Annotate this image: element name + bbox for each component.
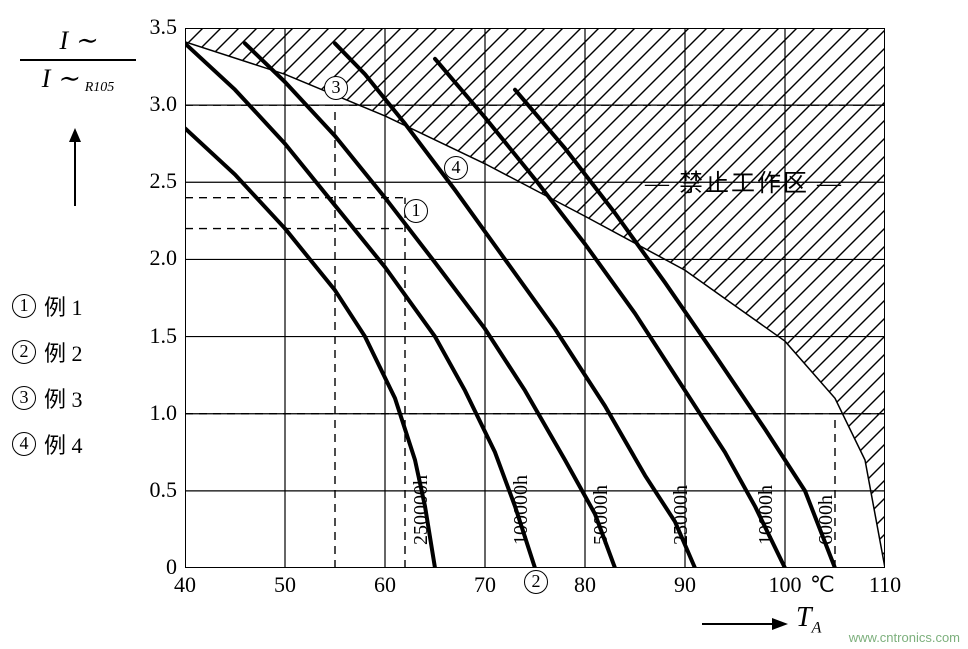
y-axis-label: I ∼ I ∼ R105: [18, 26, 138, 96]
x-axis-label: TA: [796, 602, 821, 638]
y-tick-label: 0.5: [135, 477, 177, 503]
y-denom-sub: R105: [85, 80, 115, 95]
x-axis-arrow: [700, 614, 790, 634]
x-tick-label: 100: [765, 572, 805, 598]
curve-label: 50000h: [590, 485, 613, 545]
legend-item: 4例 4: [12, 428, 83, 460]
legend-item: 1例 1: [12, 290, 83, 322]
curve-label: 10000h: [755, 485, 778, 545]
annotation-4: 4: [444, 156, 468, 180]
x-axis-label-sub: A: [812, 620, 822, 637]
y-tick-label: 2.0: [135, 245, 177, 271]
watermark: www.cntronics.com: [849, 630, 960, 645]
x-axis-label-text: T: [796, 602, 812, 633]
plot-area: [185, 28, 885, 568]
x-tick-label: 80: [565, 572, 605, 598]
y-numerator: I ∼: [60, 26, 97, 55]
x-tick-label: 90: [665, 572, 705, 598]
x-tick-label: 70: [465, 572, 505, 598]
y-tick-label: 1.0: [135, 400, 177, 426]
x-tick-label: 60: [365, 572, 405, 598]
annotation-3: 3: [324, 76, 348, 100]
x-tick-label: 50: [265, 572, 305, 598]
legend: 1例 1 2例 2 3例 3 4例 4: [12, 290, 83, 474]
annotation-2: 2: [524, 570, 548, 594]
y-tick-label: 2.5: [135, 168, 177, 194]
legend-item: 2例 2: [12, 336, 83, 368]
chart-container: { "canvas": { "w": 968, "h": 649 }, "plo…: [0, 0, 968, 649]
x-tick-label: 110: [865, 572, 905, 598]
curve-label: 250000h: [410, 475, 433, 545]
annotation-1: 1: [404, 199, 428, 223]
y-denominator: I ∼: [42, 64, 79, 93]
y-axis-arrow: [60, 128, 90, 208]
legend-item: 3例 3: [12, 382, 83, 414]
x-tick-label: 40: [165, 572, 205, 598]
y-tick-label: 3.5: [135, 14, 177, 40]
curve-label: 25000h: [670, 485, 693, 545]
forbidden-zone-label: — 禁止工作区 —: [645, 163, 843, 198]
y-tick-label: 1.5: [135, 323, 177, 349]
y-tick-label: 3.0: [135, 91, 177, 117]
x-axis-unit: ℃: [810, 572, 835, 598]
curve-label: 6000h: [815, 495, 838, 545]
curve-label: 100000h: [510, 475, 533, 545]
